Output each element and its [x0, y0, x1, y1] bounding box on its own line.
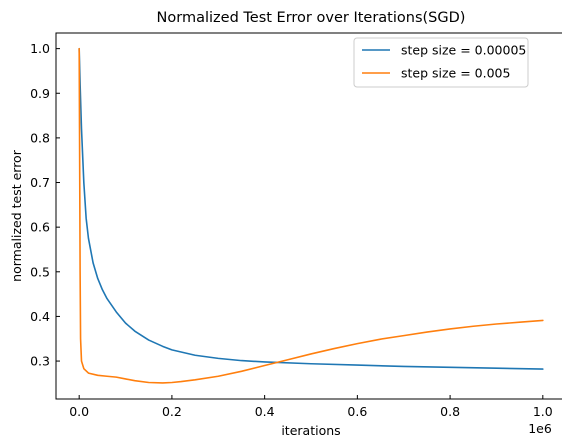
- y-tick-label: 0.8: [30, 130, 50, 145]
- y-axis-ticks: 0.3 0.4 0.5 0.6 0.7 0.8 0.9 1.0: [30, 41, 60, 369]
- x-axis-title: iterations: [281, 423, 340, 438]
- series-layer: [78, 47, 544, 384]
- legend-box: [353, 37, 529, 88]
- y-tick-label: 0.6: [30, 220, 50, 235]
- x-tick-label: 0.2: [162, 404, 182, 419]
- x-tick-label: 0.8: [440, 404, 460, 419]
- y-tick-label: 0.7: [30, 175, 50, 190]
- x-tick-label: 0.0: [69, 404, 89, 419]
- chart-title: Normalized Test Error over Iterations(SG…: [157, 10, 466, 26]
- y-tick-label: 1.0: [30, 41, 50, 56]
- x-axis-scale-label: 1e6: [528, 421, 552, 436]
- x-tick-label: 1.0: [533, 404, 553, 419]
- y-tick-label: 0.5: [30, 264, 50, 279]
- series-line-2: [78, 47, 544, 384]
- legend-label-series-1: step size = 0.00005: [401, 43, 526, 58]
- y-tick-label: 0.4: [30, 309, 50, 324]
- plot-area-frame: [55, 32, 562, 400]
- y-tick-label: 0.9: [30, 86, 50, 101]
- legend: step size = 0.00005 step size = 0.005: [353, 37, 529, 88]
- x-tick-label: 0.6: [347, 404, 367, 419]
- legend-label-series-2: step size = 0.005: [401, 66, 510, 81]
- x-tick-label: 0.4: [255, 404, 275, 419]
- y-axis-title: normalized test error: [9, 149, 24, 282]
- series-line-1: [78, 47, 544, 370]
- y-tick-label: 0.3: [30, 354, 50, 369]
- x-axis-ticks: 0.0 0.2 0.4 0.6 0.8 1.0: [69, 395, 553, 419]
